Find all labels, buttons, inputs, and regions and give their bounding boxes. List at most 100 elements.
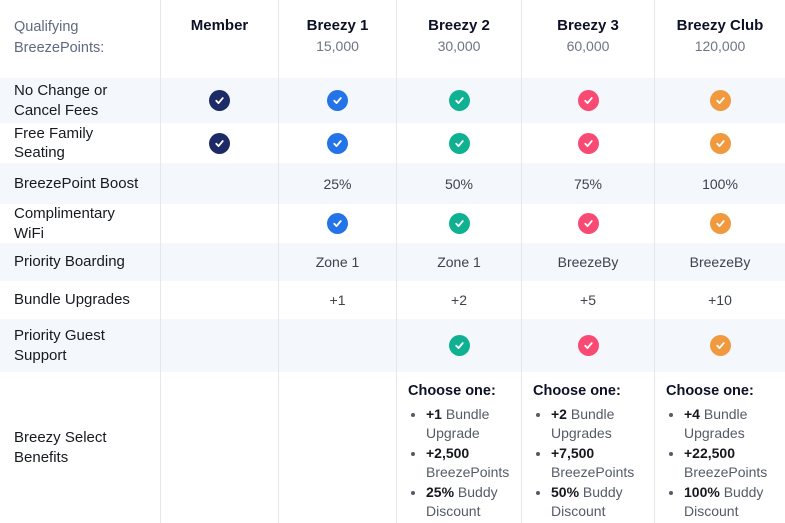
check-icon	[327, 90, 348, 111]
empty-cell	[278, 372, 396, 523]
row-label-cell: Complimentary WiFi	[0, 204, 160, 243]
value-cell: 50%	[396, 163, 521, 204]
benefit-item: 100% Buddy Discount	[684, 483, 781, 521]
tier-name: Breezy 3	[557, 17, 619, 34]
tier-points: 15,000	[316, 38, 359, 54]
benefit-items: +4 Bundle Upgrades+22,500 BreezePoints10…	[666, 405, 781, 521]
value-cell	[654, 78, 785, 123]
value-cell	[396, 319, 521, 372]
value-cell: Zone 1	[396, 243, 521, 281]
check-icon	[577, 213, 599, 234]
row-label-cell: Free Family Seating	[0, 123, 160, 163]
table-row-no-change-or-cancel-fees: No Change or Cancel Fees	[0, 78, 785, 123]
row-label: BreezePoint Boost	[14, 174, 139, 192]
value-cell	[396, 123, 521, 163]
cell-value: +10	[708, 292, 732, 308]
tier-name: Breezy 2	[428, 17, 490, 34]
table-row-breezepoint-boost: BreezePoint Boost 25% 50% 75% 100%	[0, 163, 785, 204]
benefit-item: +2 Bundle Upgrades	[551, 405, 650, 443]
row-label-cell: Breezy Select Benefits	[0, 372, 160, 523]
empty-cell	[160, 163, 278, 204]
check-icon	[577, 90, 599, 111]
cell-value: +1	[329, 292, 346, 308]
empty-cell	[160, 372, 278, 523]
value-cell: +2	[396, 281, 521, 319]
tier-points: 60,000	[566, 38, 610, 54]
table-row-priority-boarding: Priority Boarding Zone 1 Zone 1 BreezeBy Bre…	[0, 243, 785, 281]
cell-value: BreezeBy	[689, 254, 751, 270]
value-cell: BreezeBy	[521, 243, 654, 281]
value-cell	[278, 78, 396, 123]
check-icon	[577, 132, 599, 154]
benefit-options-cell: Choose one: +4 Bundle Upgrades+22,500 Bre…	[654, 372, 785, 523]
row-label: No Change or Cancel Fees	[14, 82, 108, 119]
value-cell: 25%	[278, 163, 396, 204]
benefit-items: +1 Bundle Upgrade+2,500 BreezePoints25% …	[408, 405, 517, 521]
value-cell	[521, 204, 654, 243]
value-cell	[396, 204, 521, 243]
check-icon	[448, 90, 470, 111]
empty-cell	[278, 319, 396, 372]
value-cell: 75%	[521, 163, 654, 204]
row-label-cell: Priority Boarding	[0, 243, 160, 281]
value-cell: 100%	[654, 163, 785, 204]
value-cell: +5	[521, 281, 654, 319]
choose-one-heading: Choose one:	[533, 383, 621, 399]
row-label: Priority Boarding	[14, 253, 125, 271]
cell-value: Zone 1	[437, 254, 481, 270]
benefit-item: +1 Bundle Upgrade	[426, 405, 517, 443]
benefit-item: 25% Buddy Discount	[426, 483, 517, 521]
choose-one-heading: Choose one:	[666, 383, 754, 399]
table-row-priority-guest-support: Priority Guest Support	[0, 319, 785, 372]
check-icon	[448, 335, 470, 356]
tier-name: Breezy Club	[676, 17, 764, 34]
value-cell	[160, 78, 278, 123]
check-icon	[709, 90, 731, 111]
cell-value: 100%	[702, 175, 738, 192]
row-label-cell: BreezePoint Boost	[0, 163, 160, 204]
benefit-list: Choose one: +4 Bundle Upgrades+22,500 Bre…	[666, 382, 781, 522]
cell-value: 75%	[573, 175, 603, 192]
value-cell: Zone 1	[278, 243, 396, 281]
check-icon	[577, 335, 599, 356]
tier-points: 30,000	[437, 38, 481, 54]
cell-value: BreezeBy	[557, 254, 619, 270]
benefit-item: +22,500 BreezePoints	[684, 444, 781, 482]
header-row: Qualifying BreezePoints: Member Breezy 1 1…	[0, 0, 785, 78]
value-cell: +1	[278, 281, 396, 319]
empty-cell	[160, 243, 278, 281]
choose-one-heading: Choose one:	[408, 383, 496, 399]
value-cell	[160, 123, 278, 163]
row-label: Bundle Upgrades	[14, 291, 130, 309]
cell-value: Zone 1	[315, 254, 360, 270]
benefit-item: 50% Buddy Discount	[551, 483, 650, 521]
value-cell	[278, 123, 396, 163]
empty-cell	[160, 319, 278, 372]
value-cell	[521, 319, 654, 372]
value-cell: +10	[654, 281, 785, 319]
cell-value: +5	[580, 292, 596, 308]
column-header-member: Member	[160, 0, 278, 78]
cell-value: 50%	[444, 175, 474, 192]
value-cell	[396, 78, 521, 123]
value-cell	[654, 123, 785, 163]
row-label-cell: Bundle Upgrades	[0, 281, 160, 319]
row-label-cell: Priority Guest Support	[0, 319, 160, 372]
column-header-breezy-1: Breezy 1 15,000	[278, 0, 396, 78]
row-label: Breezy Select Benefits	[14, 429, 107, 466]
table-row-free-family-seating: Free Family Seating	[0, 123, 785, 163]
column-header-breezy-2: Breezy 2 30,000	[396, 0, 521, 78]
table-row-complimentary-wifi: Complimentary WiFi	[0, 204, 785, 243]
cell-value: 25%	[323, 175, 352, 192]
check-icon	[209, 90, 230, 111]
check-icon	[709, 335, 731, 356]
check-icon	[327, 213, 348, 234]
table-row-bundle-upgrades: Bundle Upgrades +1 +2 +5 +10	[0, 281, 785, 319]
row-label: Complimentary WiFi	[14, 205, 115, 242]
check-icon	[709, 132, 731, 154]
column-header-breezy-3: Breezy 3 60,000	[521, 0, 654, 78]
benefit-list: Choose one: +2 Bundle Upgrades+7,500 Bree…	[533, 382, 650, 522]
benefit-item: +7,500 BreezePoints	[551, 444, 650, 482]
benefit-options-cell: Choose one: +1 Bundle Upgrade+2,500 Breez…	[396, 372, 521, 523]
check-icon	[448, 132, 470, 154]
